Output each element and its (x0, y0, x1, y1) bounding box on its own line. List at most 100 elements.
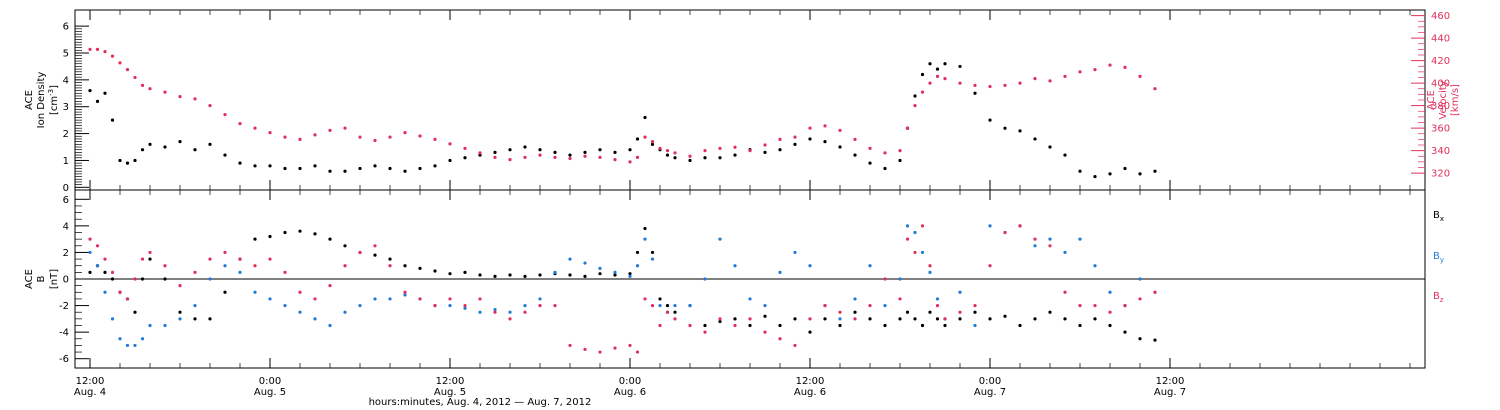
bz-point (328, 284, 332, 288)
bz-point (763, 330, 767, 334)
density-point (208, 142, 212, 146)
density-point (553, 150, 557, 154)
by-point (178, 317, 182, 321)
bx-point (193, 317, 197, 321)
bz-point (853, 317, 857, 321)
bx-point (838, 323, 842, 328)
density-point (673, 156, 677, 160)
density-point (1093, 174, 1097, 179)
density-point (718, 156, 722, 160)
bx-point (1138, 337, 1142, 341)
x-tick-time: 12:00 (796, 376, 825, 387)
density-point (628, 148, 632, 152)
by-point (133, 343, 137, 348)
bx-point (583, 274, 587, 278)
bz-point (568, 343, 572, 348)
by-point (1033, 244, 1037, 248)
bottom-ytick-label: -6 (59, 354, 69, 365)
bx-point (133, 310, 137, 314)
density-point (935, 67, 940, 71)
top-y2tick-label: 460 (1431, 11, 1450, 22)
bz-point (935, 303, 940, 308)
top-ytick-label: 5 (63, 48, 69, 59)
velocity-point (508, 158, 512, 162)
velocity-point (223, 113, 227, 117)
by-point (650, 257, 655, 261)
bx-point (703, 323, 707, 328)
density-point (538, 148, 542, 152)
by-point (733, 264, 737, 268)
velocity-point (928, 81, 932, 85)
bz-point (1123, 303, 1127, 308)
top-y2tick-label: 360 (1431, 124, 1450, 135)
bz-point (418, 297, 422, 301)
velocity-point (298, 137, 302, 141)
bx-point (988, 317, 992, 321)
by-point (1078, 237, 1082, 241)
bz-point (148, 250, 152, 255)
bz-point (643, 297, 647, 301)
bz-point (313, 297, 317, 301)
velocity-point (643, 135, 647, 139)
velocity-point (703, 149, 707, 153)
bottom-ytick-label: -2 (59, 301, 69, 312)
bz-point (598, 350, 602, 354)
velocity-point (553, 155, 557, 159)
velocity-point (935, 74, 940, 78)
by-point (718, 237, 722, 241)
bz-point (613, 346, 617, 350)
bx-point (508, 273, 512, 277)
bz-point (538, 303, 542, 308)
bz-point (553, 303, 557, 308)
density-point (253, 164, 257, 168)
top-y2tick-label: 440 (1431, 34, 1450, 45)
top-y2tick-label: 420 (1431, 56, 1450, 67)
top-ytick-label: 6 (63, 22, 69, 33)
bx-point (898, 317, 902, 321)
by-point (868, 264, 872, 268)
by-point (568, 257, 572, 261)
bx-point (1078, 323, 1082, 328)
bz-point (838, 310, 842, 314)
velocity-point (493, 155, 497, 159)
bx-point (418, 266, 422, 270)
density-point (418, 166, 422, 171)
top-ylabel-line2: Ion Density (36, 72, 47, 129)
bx-point (478, 273, 482, 277)
bottom-ylabel-line2: B (36, 275, 47, 282)
by-point (988, 224, 992, 228)
bx-point (868, 317, 872, 321)
bx-point (140, 277, 145, 281)
bz-point (988, 264, 992, 268)
velocity-point (1123, 65, 1127, 69)
velocity-point (1063, 74, 1067, 78)
x-tick-date: Aug. 6 (614, 387, 646, 398)
density-point (665, 153, 670, 157)
by-point (118, 337, 122, 341)
velocity-point (763, 143, 767, 147)
top-y2tick-label: 380 (1431, 101, 1450, 112)
bx-point (1153, 338, 1157, 342)
top-panel: 0 1 2 3 4 5 6 320 340 360 380 400 420 440 460 ACE Ion… (24, 9, 1461, 194)
velocity-point (163, 90, 167, 94)
bx-point (658, 297, 662, 301)
bx-point (598, 272, 602, 276)
bz-point (943, 317, 947, 321)
bz-point (733, 323, 737, 328)
bz-point (448, 297, 452, 301)
legend-subscript: z (1440, 296, 1444, 304)
velocity-point (943, 77, 947, 81)
by-point (583, 261, 587, 265)
bz-point (1033, 237, 1037, 241)
legend-label: B (1433, 291, 1440, 302)
top-y2label-line2: Velocity (1438, 80, 1449, 119)
bottom-ytick-label: 0 (63, 275, 69, 286)
bx-point (208, 317, 212, 321)
by-point (110, 317, 115, 321)
by-point (643, 237, 647, 241)
velocity-point (905, 126, 910, 130)
bx-point (905, 310, 910, 314)
density-point (583, 150, 587, 154)
top-ytick-label: 0 (63, 183, 69, 194)
bx-point (1018, 323, 1022, 328)
